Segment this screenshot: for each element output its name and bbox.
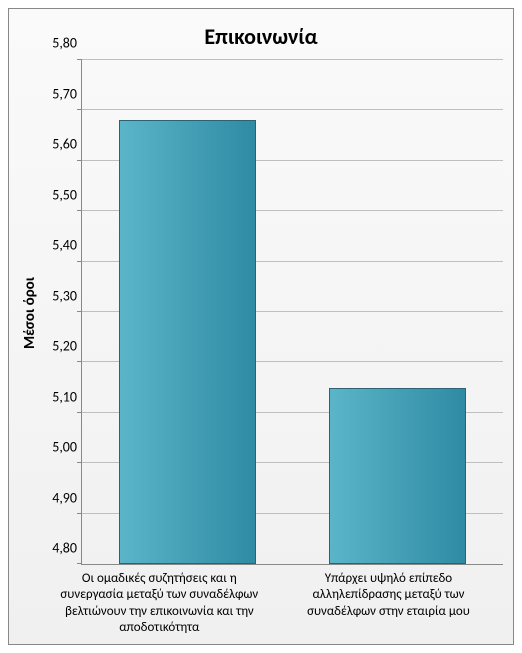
chart-outer: Επικοινωνία Μέσοι όροι 4,80 4,90 5,00 5,10 5… (0, 0, 522, 653)
y-tick-label: 5,30 (52, 287, 77, 304)
chart-frame: Επικοινωνία Μέσοι όροι 4,80 4,90 5,00 5,10 5… (8, 8, 514, 645)
bar (329, 388, 466, 564)
bar-slot (82, 60, 293, 564)
chart-title: Επικοινωνία (19, 23, 503, 50)
x-axis-label: Υπάρχει υψηλό επίπεδο αλληλεπίδρασης μετ… (274, 571, 503, 636)
y-axis-label-col: Μέσοι όροι (19, 60, 41, 565)
x-axis-label: Οι ομαδικές συζητήσεις και η συνεργασία … (45, 571, 274, 636)
y-tick-label: 5,70 (52, 85, 77, 102)
y-tick-label: 5,10 (52, 388, 77, 405)
bar-slot (293, 60, 504, 564)
bars-layer (82, 60, 503, 564)
y-tick-label: 5,00 (52, 439, 77, 456)
plot-area (81, 60, 503, 565)
y-tick-label: 5,40 (52, 237, 77, 254)
y-axis-label: Μέσοι όροι (21, 276, 39, 348)
spacer (28, 571, 45, 636)
chart-body: Μέσοι όροι 4,80 4,90 5,00 5,10 5,20 5,30 5,40 5… (19, 60, 503, 565)
y-tick-label: 5,60 (52, 136, 77, 153)
bar (119, 120, 256, 564)
y-tick-label: 5,20 (52, 338, 77, 355)
y-tick-label: 4,80 (52, 540, 77, 557)
x-labels: Οι ομαδικές συζητήσεις και η συνεργασία … (45, 571, 503, 636)
spacer (19, 571, 28, 636)
y-tick-label: 5,80 (52, 35, 77, 52)
y-tick-label: 5,50 (52, 186, 77, 203)
y-tick-label: 4,90 (52, 489, 77, 506)
x-labels-row: Οι ομαδικές συζητήσεις και η συνεργασία … (19, 571, 503, 636)
y-ticks-col: 4,80 4,90 5,00 5,10 5,20 5,30 5,40 5,50 5,60 5,70… (41, 60, 81, 565)
